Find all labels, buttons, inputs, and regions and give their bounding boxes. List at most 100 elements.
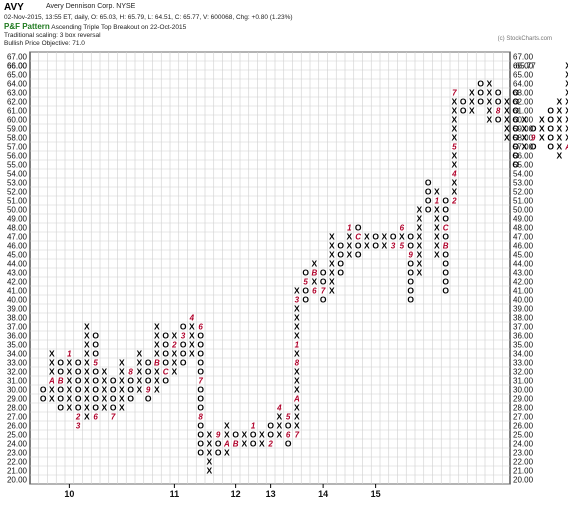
o-box: O <box>355 223 362 233</box>
x-box: X <box>565 88 568 98</box>
y-tick-label-right: 52.00 <box>513 188 534 197</box>
y-tick-label-right: 43.00 <box>513 269 534 278</box>
month-marker: 3 <box>76 422 81 431</box>
x-box: X <box>452 97 458 107</box>
y-tick-label-left: 52.00 <box>7 188 28 197</box>
x-box: X <box>277 412 283 422</box>
o-box: O <box>547 115 554 125</box>
x-box: X <box>487 106 493 116</box>
x-box: X <box>329 268 335 278</box>
x-tick-label: 10 <box>64 489 74 499</box>
y-tick-label-left: 29.00 <box>7 395 28 404</box>
y-tick-label-left: 43.00 <box>7 269 28 278</box>
x-box: X <box>557 115 563 125</box>
x-box: X <box>207 457 213 467</box>
x-box: X <box>207 439 213 449</box>
o-box: O <box>460 97 467 107</box>
y-tick-label-left: 64.00 <box>7 80 28 89</box>
x-box: X <box>329 241 335 251</box>
y-tick-label-left: 45.00 <box>7 251 28 260</box>
x-box: X <box>565 70 568 80</box>
month-marker: 7 <box>111 413 116 422</box>
x-box: X <box>557 106 563 116</box>
x-box: X <box>294 376 300 386</box>
x-box: X <box>557 124 563 134</box>
y-tick-label-right: 45.00 <box>513 251 534 260</box>
o-box: O <box>162 340 169 350</box>
o-box: O <box>197 421 204 431</box>
x-box: X <box>417 205 423 215</box>
o-box: O <box>425 196 432 206</box>
o-box: O <box>127 376 134 386</box>
y-tick-label-right: 61.00 <box>513 107 534 116</box>
month-marker: 6 <box>198 323 203 332</box>
month-marker: 8 <box>128 368 133 377</box>
x-box: X <box>522 115 528 125</box>
o-box: O <box>407 259 414 269</box>
month-marker: 9 <box>146 386 151 395</box>
x-box: X <box>565 97 568 107</box>
x-box: X <box>67 376 73 386</box>
o-box: O <box>442 196 449 206</box>
y-tick-label-right: 40.00 <box>513 296 534 305</box>
o-box: O <box>442 277 449 287</box>
copyright: (c) StockCharts.com <box>497 36 552 42</box>
x-box: X <box>452 124 458 134</box>
y-tick-label-right: 46.00 <box>513 242 534 251</box>
x-box: X <box>49 349 55 359</box>
y-tick-label-left: 60.00 <box>7 116 28 125</box>
y-tick-label-right: 59.00 <box>513 125 534 134</box>
y-tick-label-right: 35.00 <box>513 341 534 350</box>
x-box: X <box>119 403 125 413</box>
x-box: X <box>434 205 440 215</box>
y-tick-label-right: 37.00 <box>513 323 534 332</box>
month-marker: 3 <box>391 242 396 251</box>
o-box: O <box>250 430 257 440</box>
month-marker: 2 <box>75 413 81 422</box>
o-box: O <box>110 385 117 395</box>
y-tick-label-left: 54.00 <box>7 170 28 179</box>
y-tick-label-left: 62.00 <box>7 98 28 107</box>
objective-text: Bullish Price Objective: 71.0 <box>4 40 85 47</box>
company-name: Avery Dennison Corp. NYSE <box>46 3 136 10</box>
y-tick-label-left: 24.00 <box>7 440 28 449</box>
o-box: O <box>442 232 449 242</box>
y-tick-label-left: 49.00 <box>7 215 28 224</box>
y-tick-label-right: 26.00 <box>513 422 534 431</box>
y-tick-label-left: 58.00 <box>7 134 28 143</box>
o-box: O <box>92 403 99 413</box>
o-box: O <box>40 394 47 404</box>
x-box: X <box>119 385 125 395</box>
y-tick-label-left: 27.00 <box>7 413 28 422</box>
month-marker: 1 <box>67 350 72 359</box>
o-box: O <box>197 349 204 359</box>
y-tick-label-right: 66.00 <box>513 62 534 71</box>
y-tick-label-left: 35.00 <box>7 341 28 350</box>
month-marker: 7 <box>295 431 300 440</box>
month-marker: 7 <box>452 89 457 98</box>
month-marker: 2 <box>451 197 457 206</box>
month-marker: 5 <box>400 242 405 251</box>
x-box: X <box>154 349 160 359</box>
x-box: X <box>67 394 73 404</box>
y-tick-label-left: 40.00 <box>7 296 28 305</box>
month-marker: 6 <box>286 431 291 440</box>
o-box: O <box>110 394 117 404</box>
y-tick-label-left: 65.00 <box>7 71 28 80</box>
o-box: O <box>267 421 274 431</box>
month-marker: B <box>154 359 160 368</box>
o-box: O <box>512 160 519 170</box>
y-tick-label-left: 34.00 <box>7 350 28 359</box>
x-box: X <box>294 331 300 341</box>
o-box: O <box>547 133 554 143</box>
y-tick-label-left: 55.00 <box>7 161 28 170</box>
o-box: O <box>320 277 327 287</box>
x-box: X <box>294 286 300 296</box>
y-tick-label-left: 37.00 <box>7 323 28 332</box>
y-tick-label-right: 48.00 <box>513 224 534 233</box>
y-tick-label-right: 55.00 <box>513 161 534 170</box>
o-box: O <box>197 340 204 350</box>
month-marker: A <box>293 395 300 404</box>
x-box: X <box>137 385 143 395</box>
x-box: X <box>172 358 178 368</box>
